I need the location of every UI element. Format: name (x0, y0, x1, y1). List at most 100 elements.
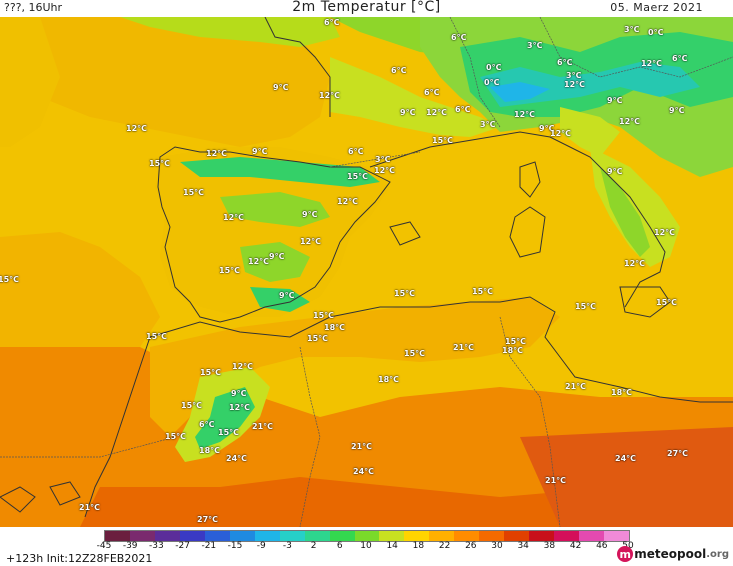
colorbar-tick-label: 14 (386, 541, 398, 551)
colorbar-tick-label: -15 (227, 541, 243, 551)
temperature-label: 12°C (426, 108, 448, 117)
colorbar-segment (429, 531, 455, 541)
temperature-label: 6°C (199, 420, 215, 429)
colorbar-segment (304, 531, 330, 541)
algeria-tunisia-libya-border (499, 316, 561, 527)
colorbar-tick-label: -3 (282, 541, 292, 551)
temperature-label: 18°C (378, 375, 400, 384)
temperature-label: 12°C (229, 403, 251, 412)
temperature-label: 12°C (337, 197, 359, 206)
map-header: ???, 16Uhr 2m Temperatur [°C] 05. Maerz … (0, 0, 733, 17)
meteopool-logo[interactable]: m meteopool .org (617, 545, 729, 563)
temperature-label: 27°C (667, 449, 689, 458)
temperature-label: 9°C (539, 124, 555, 133)
colorbar-tick-label: 18 (412, 541, 425, 551)
atlantic-north-field (0, 17, 330, 147)
temperature-label: 9°C (400, 108, 416, 117)
temperature-label: 15°C (394, 289, 416, 298)
temperature-label: 12°C (514, 110, 536, 119)
morocco-algeria-border (299, 346, 321, 527)
map-title: 2m Temperatur [°C] (292, 0, 441, 15)
colorbar-segment (204, 531, 230, 541)
meteopool-icon: m (617, 546, 634, 562)
temperature-label: 12°C (619, 117, 641, 126)
temperature-label: 9°C (252, 147, 268, 156)
coastlines (0, 17, 733, 518)
iberia-base (155, 147, 390, 317)
sierra-morena (240, 242, 310, 282)
libya-hot (520, 427, 733, 527)
temperature-label: 12°C (206, 149, 228, 158)
temperature-label: 15°C (0, 275, 20, 284)
colorbar-segment (329, 531, 355, 541)
colorbar-tick-label: 42 (569, 541, 582, 551)
temperature-label: 21°C (351, 442, 373, 451)
temperature-label: 24°C (615, 454, 637, 463)
temperature-label: 6°C (324, 18, 340, 27)
temperature-label: 15°C (347, 172, 369, 181)
temperature-label: 0°C (648, 28, 664, 37)
temperature-label: 6°C (455, 105, 471, 114)
temperature-label: 9°C (231, 389, 247, 398)
alps-border (539, 17, 733, 78)
colorbar-tick-label: -21 (201, 541, 217, 551)
temperature-label: 15°C (146, 332, 168, 341)
italy-peninsula (590, 147, 680, 267)
temperature-label: 3°C (624, 25, 640, 34)
morocco-coast (84, 336, 151, 518)
colorbar-segment (154, 531, 180, 541)
colorbar-tick-label: 46 (596, 541, 608, 551)
temperature-label: 21°C (545, 476, 567, 485)
sardinia (509, 206, 546, 258)
temperature-label: 12°C (319, 91, 341, 100)
temperature-label: 3°C (566, 71, 582, 80)
colorbar-segment (454, 531, 480, 541)
forecast-time-label: ???, 16Uhr (4, 1, 63, 14)
colorbar-segment (479, 531, 505, 541)
colorbar-tick-label: -45 (96, 541, 112, 551)
temperature-label: 24°C (353, 467, 375, 476)
temperature-label: 9°C (607, 167, 623, 176)
temperature-colorbar (104, 530, 630, 542)
colorbar-segment (604, 531, 630, 541)
temperature-label: 21°C (565, 382, 587, 391)
temperature-label: 12°C (223, 213, 245, 222)
temperature-label: 6°C (348, 147, 364, 156)
temperature-label: 3°C (527, 41, 543, 50)
colorbar-segment (254, 531, 280, 541)
temperature-map: 6°C 9°C 6°C 6°C 3°C 3°C 0°C 6°C 0°C 0°C 3°C 12°C 6°C… (0, 17, 733, 527)
temperature-label: 0°C (484, 78, 500, 87)
temperature-label: 15°C (219, 266, 241, 275)
colorbar-segment (354, 531, 380, 541)
temperature-label: 6°C (672, 54, 688, 63)
temperature-label: 18°C (611, 388, 633, 397)
temperature-label: 12°C (374, 166, 396, 175)
borders (0, 17, 733, 527)
france-atlantic-coast (264, 17, 331, 117)
colorbar-tick-label: 10 (360, 541, 372, 551)
temperature-label: 12°C (654, 228, 676, 237)
colorbar-segment (404, 531, 430, 541)
riviera-italy-coast (369, 131, 666, 308)
temperature-label: 12°C (126, 124, 148, 133)
temperature-label: 15°C (149, 159, 171, 168)
colorbar-segment (554, 531, 580, 541)
temperature-label: 15°C (575, 302, 597, 311)
colorbar-segment (379, 531, 405, 541)
colorbar-tick-label: -9 (256, 541, 266, 551)
temperature-label: 18°C (199, 446, 221, 455)
temperature-label: 21°C (79, 503, 101, 512)
temperature-label: 9°C (273, 83, 289, 92)
sierra-nevada (250, 287, 310, 312)
temperature-label: 15°C (472, 287, 494, 296)
colorbar-segment (504, 531, 530, 541)
temperature-label: 15°C (404, 349, 426, 358)
colorbar-segment (229, 531, 255, 541)
temperature-label: 9°C (669, 106, 685, 115)
colorbar-tick-label: 38 (543, 541, 556, 551)
temperature-label: 6°C (424, 88, 440, 97)
forecast-date: 05. Maerz 2021 (610, 1, 703, 14)
temperature-label: 6°C (557, 58, 573, 67)
temperature-label: 15°C (432, 136, 454, 145)
temperature-label: 12°C (300, 237, 322, 246)
